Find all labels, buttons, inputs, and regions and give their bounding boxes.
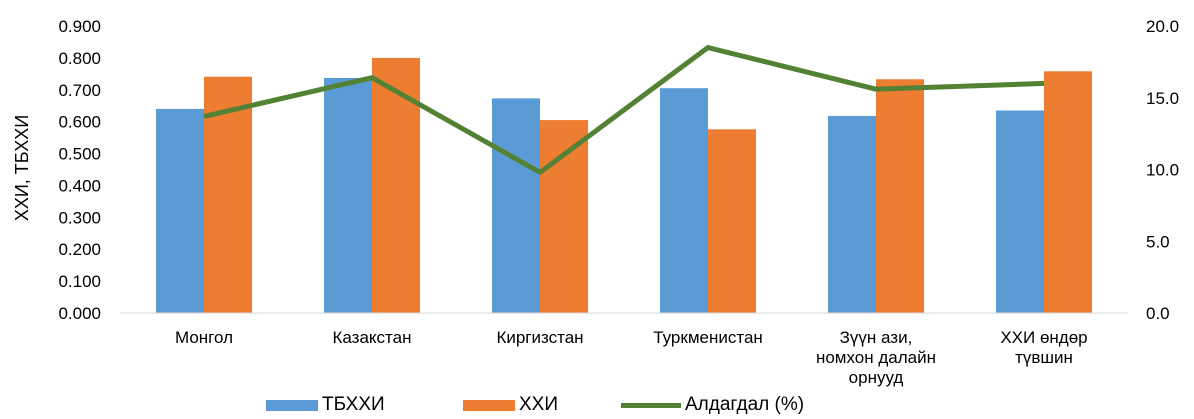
- category-label: Туркменистан: [653, 328, 763, 347]
- y2-tick-label: 20.0: [1146, 17, 1179, 36]
- bar-tbkhhi: [996, 110, 1044, 313]
- category-label: Казакстан: [333, 328, 412, 347]
- y-tick-label: 0.500: [58, 145, 101, 164]
- y-tick-label: 0.200: [58, 240, 101, 259]
- bar-khhi: [540, 120, 588, 313]
- y-axis-label: ХХИ, ТБХХИ: [12, 115, 32, 221]
- legend-item-tbkhhi: ТБХХИ: [266, 394, 385, 416]
- category-label: Монгол: [175, 328, 233, 347]
- category-label: ХХИ өндөр түвшин: [1000, 328, 1087, 367]
- legend: ТБХХИ ХХИ Алдагдал (%): [0, 394, 1194, 419]
- legend-item-aldagdal: Алдагдал (%): [621, 394, 804, 416]
- legend-swatch-tbkhhi: [266, 399, 318, 411]
- line-aldagdal: [203, 45, 1045, 175]
- legend-label-aldagdal: Алдагдал (%): [685, 394, 805, 415]
- bar-tbkhhi: [492, 98, 540, 313]
- y2-tick-label: 5.0: [1146, 232, 1170, 251]
- category-label: Киргизстан: [496, 328, 583, 347]
- category-label: Зүүн ази, номхон далайн орнууд: [816, 328, 936, 387]
- bar-khhi: [372, 57, 420, 314]
- y2-tick-label: 0.0: [1146, 304, 1170, 323]
- y-tick-label: 0.800: [58, 49, 101, 68]
- y-tick-label: 0.900: [58, 17, 101, 36]
- legend-swatch-aldagdal: [621, 402, 681, 408]
- bar-tbkhhi: [660, 88, 708, 313]
- y-tick-label: 0.400: [58, 176, 101, 195]
- bar-tbkhhi: [324, 77, 372, 314]
- bar-khhi: [876, 79, 924, 313]
- legend-item-khhi: ХХИ: [463, 394, 558, 416]
- bar-khhi: [708, 129, 756, 313]
- bar-tbkhhi: [828, 115, 876, 313]
- y-tick-label: 0.000: [58, 304, 101, 323]
- bar-tbkhhi: [156, 108, 204, 314]
- y2-tick-label: 10.0: [1146, 161, 1179, 180]
- y-tick-label: 0.300: [58, 208, 101, 227]
- legend-swatch-khhi: [463, 399, 515, 411]
- y-tick-label: 0.700: [58, 81, 101, 100]
- legend-label-tbkhhi: ТБХХИ: [322, 394, 385, 415]
- bar-khhi: [1044, 71, 1092, 313]
- y-tick-label: 0.600: [58, 113, 101, 132]
- chart: 0.000 0.100 0.200 0.300 0.400 0.500 0.600 0.700…: [12, 17, 1179, 387]
- legend-label-khhi: ХХИ: [519, 394, 559, 415]
- y2-tick-label: 15.0: [1146, 89, 1179, 108]
- y-tick-label: 0.100: [58, 272, 101, 291]
